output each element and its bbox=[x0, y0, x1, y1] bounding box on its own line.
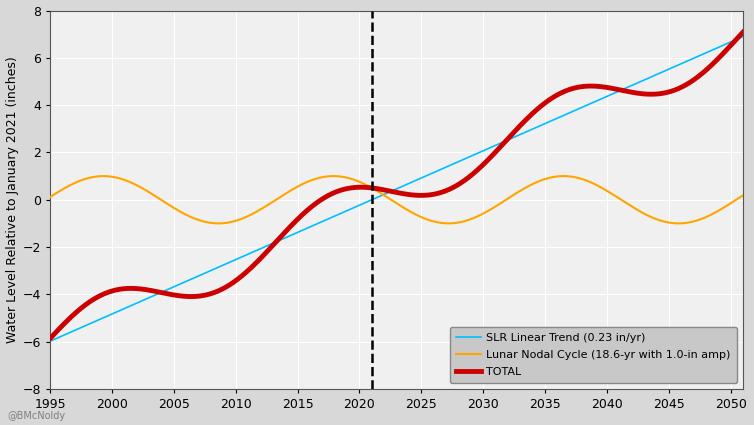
Y-axis label: Water Level Relative to January 2021 (inches): Water Level Relative to January 2021 (in… bbox=[5, 57, 19, 343]
Text: @BMcNoldy: @BMcNoldy bbox=[8, 411, 66, 421]
Legend: SLR Linear Trend (0.23 in/yr), Lunar Nodal Cycle (18.6-yr with 1.0-in amp), TOTA: SLR Linear Trend (0.23 in/yr), Lunar Nod… bbox=[449, 327, 737, 383]
